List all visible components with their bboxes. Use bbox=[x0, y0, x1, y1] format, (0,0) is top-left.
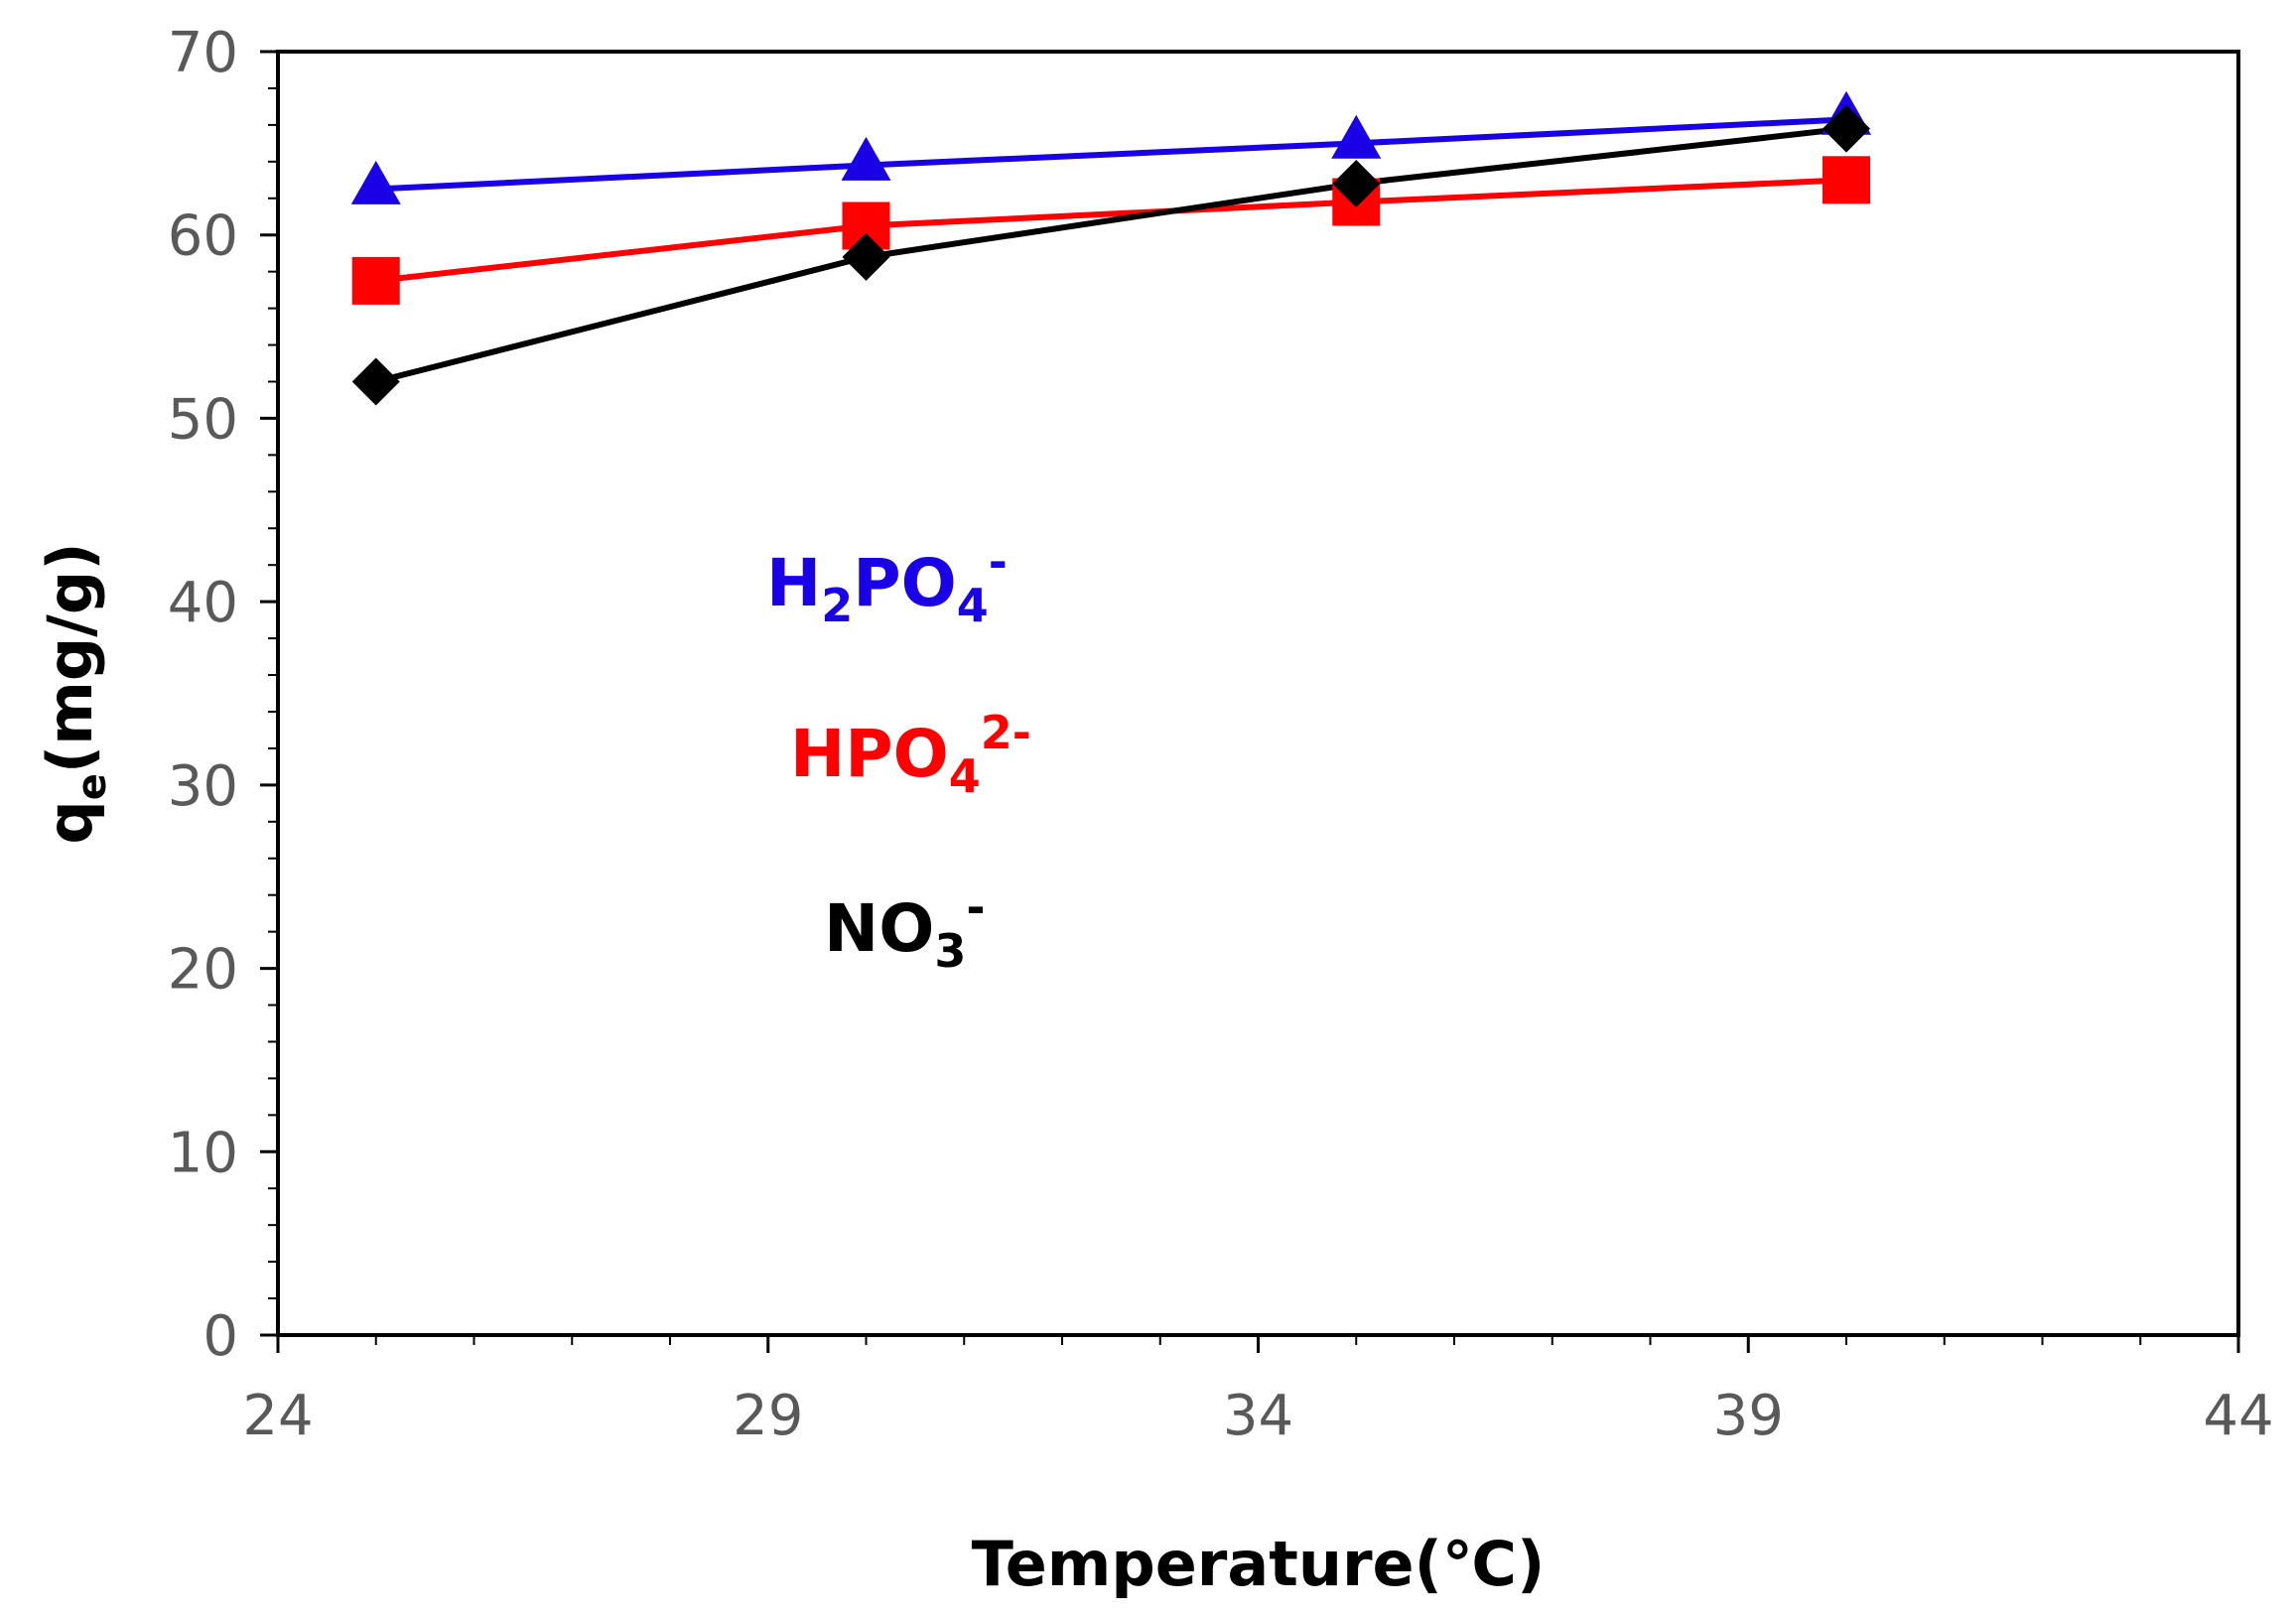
no3-superscript: - bbox=[966, 880, 985, 934]
x-tick-label: 39 bbox=[1713, 1384, 1784, 1448]
y-tick-label: 30 bbox=[168, 754, 238, 819]
y-axis-title-main: q bbox=[34, 800, 106, 844]
data-point-diamond bbox=[1332, 159, 1381, 207]
y-tick-label: 60 bbox=[168, 204, 238, 269]
y-axis-title: qe(mg/g) bbox=[34, 542, 115, 844]
y-axis-title-subscript: e bbox=[69, 773, 115, 800]
x-axis-title: Temperature(℃) bbox=[972, 1528, 1546, 1600]
y-tick-label: 70 bbox=[168, 21, 238, 85]
y-tick-label: 40 bbox=[168, 571, 238, 635]
series-label-no3: NO3- bbox=[824, 880, 985, 978]
x-tick-label: 34 bbox=[1223, 1384, 1293, 1448]
y-tick-label: 20 bbox=[168, 938, 238, 1003]
y-tick-label: 10 bbox=[168, 1121, 238, 1185]
x-tick-label: 29 bbox=[733, 1384, 803, 1448]
data-point-triangle bbox=[350, 160, 401, 204]
data-point-triangle bbox=[841, 136, 891, 181]
y-axis-ticks: 0 10 20 30 40 50 60 70 bbox=[168, 21, 278, 1369]
series-label-h2po4: H2PO4- bbox=[766, 535, 1008, 632]
series-line-0 bbox=[375, 116, 1847, 193]
hpo4-subscript: 4 bbox=[949, 749, 981, 803]
no3-subscript: 3 bbox=[934, 924, 966, 978]
data-point-diamond bbox=[1823, 104, 1870, 153]
y-axis-title-units: (mg/g) bbox=[34, 542, 106, 773]
no3-base: NO bbox=[824, 890, 934, 967]
data-point-square bbox=[1823, 156, 1870, 204]
series-lines bbox=[375, 116, 1847, 385]
y-tick-label: 50 bbox=[168, 387, 238, 452]
hpo4-base: HPO bbox=[790, 716, 949, 792]
data-point-diamond bbox=[842, 232, 890, 281]
h2po4-superscript: - bbox=[989, 535, 1008, 589]
h2po4-mid: PO bbox=[853, 545, 956, 621]
y-tick-label: 0 bbox=[203, 1304, 238, 1369]
x-tick-label: 24 bbox=[242, 1384, 313, 1448]
hpo4-superscript: 2- bbox=[981, 706, 1031, 759]
h2po4-subscript-1: 2 bbox=[821, 579, 853, 632]
h2po4-subscript-2: 4 bbox=[957, 579, 989, 632]
data-point-triangle bbox=[1331, 114, 1382, 159]
x-tick-label: 44 bbox=[2203, 1384, 2273, 1448]
series-markers bbox=[350, 90, 1871, 406]
series-line-2 bbox=[375, 125, 1847, 385]
series-line-1 bbox=[375, 177, 1847, 284]
h2po4-base: H bbox=[766, 545, 821, 621]
x-axis-ticks: 24 29 34 39 44 bbox=[242, 1335, 2274, 1448]
data-point-square bbox=[351, 256, 400, 305]
series-label-hpo4: HPO42- bbox=[790, 706, 1031, 803]
data-point-diamond bbox=[351, 357, 400, 406]
